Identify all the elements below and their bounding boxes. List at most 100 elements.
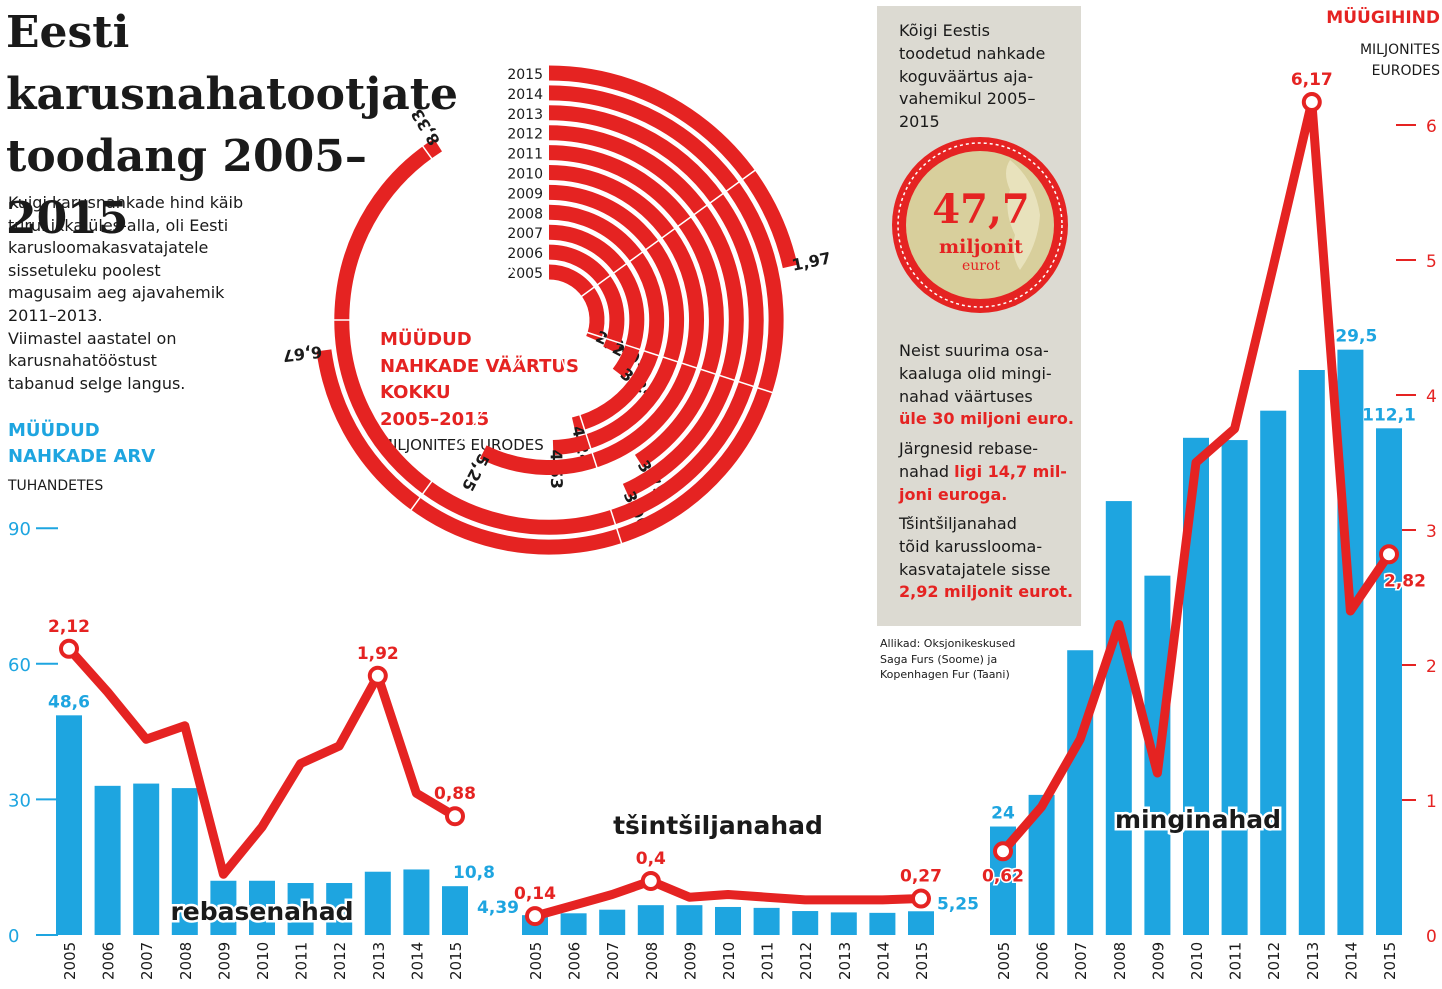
x-tick-label: 2007 xyxy=(1072,942,1090,980)
x-tick-label: 2007 xyxy=(138,942,156,980)
bar-rebasenahad xyxy=(210,880,237,935)
x-tick-label: 2008 xyxy=(1111,942,1129,980)
bar-rebasenahad xyxy=(133,783,160,935)
info-intro-line: koguväärtus aja- xyxy=(899,66,1034,86)
radial-bar xyxy=(334,105,764,535)
bar-value-label: 5,25 xyxy=(937,894,979,914)
bar-rebasenahad xyxy=(56,715,82,935)
x-tick-label: 2014 xyxy=(1342,942,1360,980)
info-intro-line: Kõigi Eestis xyxy=(899,21,990,40)
bar-rebasenahad xyxy=(442,886,468,935)
line-rebasenahad xyxy=(64,644,460,879)
right-axis-tick-label: 6 xyxy=(1426,117,1437,137)
info-punct: . xyxy=(1001,484,1008,504)
x-tick-label: 2005 xyxy=(527,942,545,980)
bar-tšintšiljanahad xyxy=(869,912,896,935)
intro-text: Kuigi karusnahkade hind käib turul ikka … xyxy=(8,192,278,395)
bar-tšintšiljanahad xyxy=(792,911,819,935)
radial-year-label: 2007 xyxy=(507,226,543,242)
left-axis-unit: TUHANDETES xyxy=(8,478,104,494)
source-line: Kopenhagen Fur (Taani) xyxy=(880,668,1010,681)
right-axis-title: MÜÜGIHIND xyxy=(1326,8,1440,28)
line-value-label: 2,82 xyxy=(1384,571,1426,591)
x-tick-label: 2009 xyxy=(681,942,699,980)
line-value-label: 0,62 xyxy=(982,866,1024,886)
info-highlight: 2,92 miljonit eurot xyxy=(899,582,1068,602)
bar-tšintšiljanahad xyxy=(637,905,664,935)
right-axis-unit-line: EURODES xyxy=(1371,63,1440,79)
radial-separator xyxy=(586,331,792,400)
radial-bar xyxy=(316,85,784,555)
info-panel: Kõigi Eestis toodetud nahkade koguväärtu… xyxy=(877,6,1081,626)
radial-bar xyxy=(548,65,798,269)
bar-rebasenahad xyxy=(94,785,121,935)
x-tick-label: 2011 xyxy=(293,942,311,980)
info-line: 2,92 miljonit eurot. xyxy=(899,581,1073,604)
info-line: üle 30 miljoni euro. xyxy=(899,408,1074,431)
line-value-label: 6,17 xyxy=(1291,70,1333,90)
info-intro: Kõigi Eestis toodetud nahkade koguväärtu… xyxy=(899,20,1045,134)
bar-tšintšiljanahad xyxy=(715,906,741,935)
radial-year-label: 2008 xyxy=(507,206,543,222)
radial-value-label: 5,25 xyxy=(458,451,493,495)
line-marker xyxy=(1379,544,1399,565)
x-tick-label: 2005 xyxy=(61,942,79,980)
left-axis-tick-label: 30 xyxy=(8,790,31,811)
line-marker xyxy=(640,871,661,891)
line-marker xyxy=(993,841,1013,862)
x-tick-label: 2006 xyxy=(566,942,584,980)
x-tick-label: 2006 xyxy=(1034,942,1052,980)
bar-minginahad xyxy=(1260,410,1287,935)
info-line: Järgnesid rebase- xyxy=(899,439,1038,458)
x-tick-label: 2015 xyxy=(447,942,465,980)
line-marker xyxy=(445,806,465,827)
radial-value-label: 6,67 xyxy=(282,342,323,365)
left-axis-title-line: NAHKADE ARV xyxy=(8,446,156,467)
intro-line: karusnahatööstust xyxy=(8,351,157,371)
right-axis-tick-label: 4 xyxy=(1426,387,1437,407)
coin-unit: miljonit xyxy=(939,236,1023,258)
x-tick-label: 2015 xyxy=(1381,942,1399,980)
right-axis-tick-label: 0 xyxy=(1426,927,1437,947)
info-line: joni euroga. xyxy=(899,484,1067,507)
line-marker xyxy=(911,888,931,909)
bar-value-label: 129,5 xyxy=(1324,327,1378,347)
coin-value: 47,7 xyxy=(932,186,1030,233)
info-line: kasvatajatele sisse xyxy=(899,559,1051,579)
info-line: tõid karusslooma- xyxy=(899,536,1043,556)
x-tick-label: 2011 xyxy=(759,942,777,980)
left-axis-tick-label: 60 xyxy=(8,655,31,676)
radial-title-line: MÜÜDUD xyxy=(380,329,472,350)
bar-rebasenahad xyxy=(249,880,275,935)
source-line: Allikad: Oksjonikeskused xyxy=(880,637,1016,650)
left-axis-title: MÜÜDUD NAHKADE ARV xyxy=(8,418,155,470)
bar-rebasenahad xyxy=(403,869,430,935)
right-axis-tick-label: 5 xyxy=(1426,252,1437,272)
coin-unit-2: eurot xyxy=(961,258,1001,274)
radial-chart-title: MÜÜDUD NAHKADE VÄÄRTUS KOKKU 2005–2015 xyxy=(380,327,579,433)
radial-chart-unit: MILJONITES EURODES xyxy=(380,436,544,454)
x-tick-label: 2008 xyxy=(177,942,195,980)
right-axis-tick-label: 3 xyxy=(1426,522,1437,542)
info-line: nahad ligi 14,7 mil- xyxy=(899,461,1067,484)
title-line: Eesti xyxy=(6,7,130,58)
source-line: Saga Furs (Soome) ja xyxy=(880,652,998,666)
radial-bar xyxy=(548,184,685,456)
x-tick-label: 2010 xyxy=(254,942,272,980)
radial-title-line: 2005–2015 xyxy=(380,408,490,430)
info-line: nahad väärtuses xyxy=(899,386,1033,406)
left-axis-tick-label: 0 xyxy=(8,926,19,947)
line-marker xyxy=(59,638,79,659)
radial-bar xyxy=(548,224,645,378)
x-tick-label: 2010 xyxy=(1188,942,1206,980)
radial-title-line: NAHKADE VÄÄRTUS xyxy=(380,355,579,377)
radial-year-label: 2012 xyxy=(507,127,543,143)
coin-map-shape xyxy=(1006,160,1040,270)
x-tick-label: 2013 xyxy=(1304,942,1322,980)
radial-separator xyxy=(560,357,629,563)
intro-line: Kuigi karusnahkade hind käib xyxy=(8,193,244,212)
page-title: Eesti karusnahatootjate toodang 2005–201… xyxy=(6,2,476,250)
x-tick-label: 2009 xyxy=(215,942,233,980)
